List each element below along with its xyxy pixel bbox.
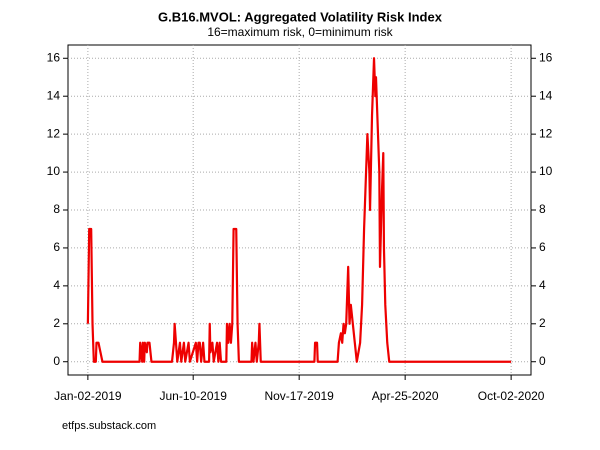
source-annotation: etfps.substack.com <box>62 420 156 432</box>
y-tick-label: 12 <box>47 126 61 140</box>
x-tick-label: Nov-17-2019 <box>264 389 334 403</box>
y-tick-label: 14 <box>47 88 61 102</box>
y2-tick-label: 14 <box>539 88 553 102</box>
y2-tick-label: 16 <box>539 50 553 64</box>
y2-tick-label: 4 <box>539 278 546 292</box>
y2-tick-label: 12 <box>539 126 553 140</box>
y2-tick-label: 2 <box>539 316 546 330</box>
y-tick-label: 6 <box>53 240 60 254</box>
y-tick-label: 0 <box>53 354 60 368</box>
y2-tick-label: 8 <box>539 202 546 216</box>
x-tick-label: Oct-02-2020 <box>478 389 545 403</box>
data-line <box>86 57 512 363</box>
x-tick-label: Jun-10-2019 <box>159 389 227 403</box>
chart-title: G.B16.MVOL: Aggregated Volatility Risk I… <box>158 9 443 24</box>
chart-subtitle: 16=maximum risk, 0=minimum risk <box>207 25 393 39</box>
y-tick-label: 2 <box>53 316 60 330</box>
y-tick-label: 10 <box>47 164 61 178</box>
y-tick-label: 16 <box>47 50 61 64</box>
y-tick-label: 4 <box>53 278 60 292</box>
y2-tick-label: 10 <box>539 164 553 178</box>
y2-tick-label: 6 <box>539 240 546 254</box>
x-tick-label: Jan-02-2019 <box>54 389 122 403</box>
y-tick-label: 8 <box>53 202 60 216</box>
y2-tick-label: 0 <box>539 354 546 368</box>
x-tick-label: Apr-25-2020 <box>372 389 439 403</box>
